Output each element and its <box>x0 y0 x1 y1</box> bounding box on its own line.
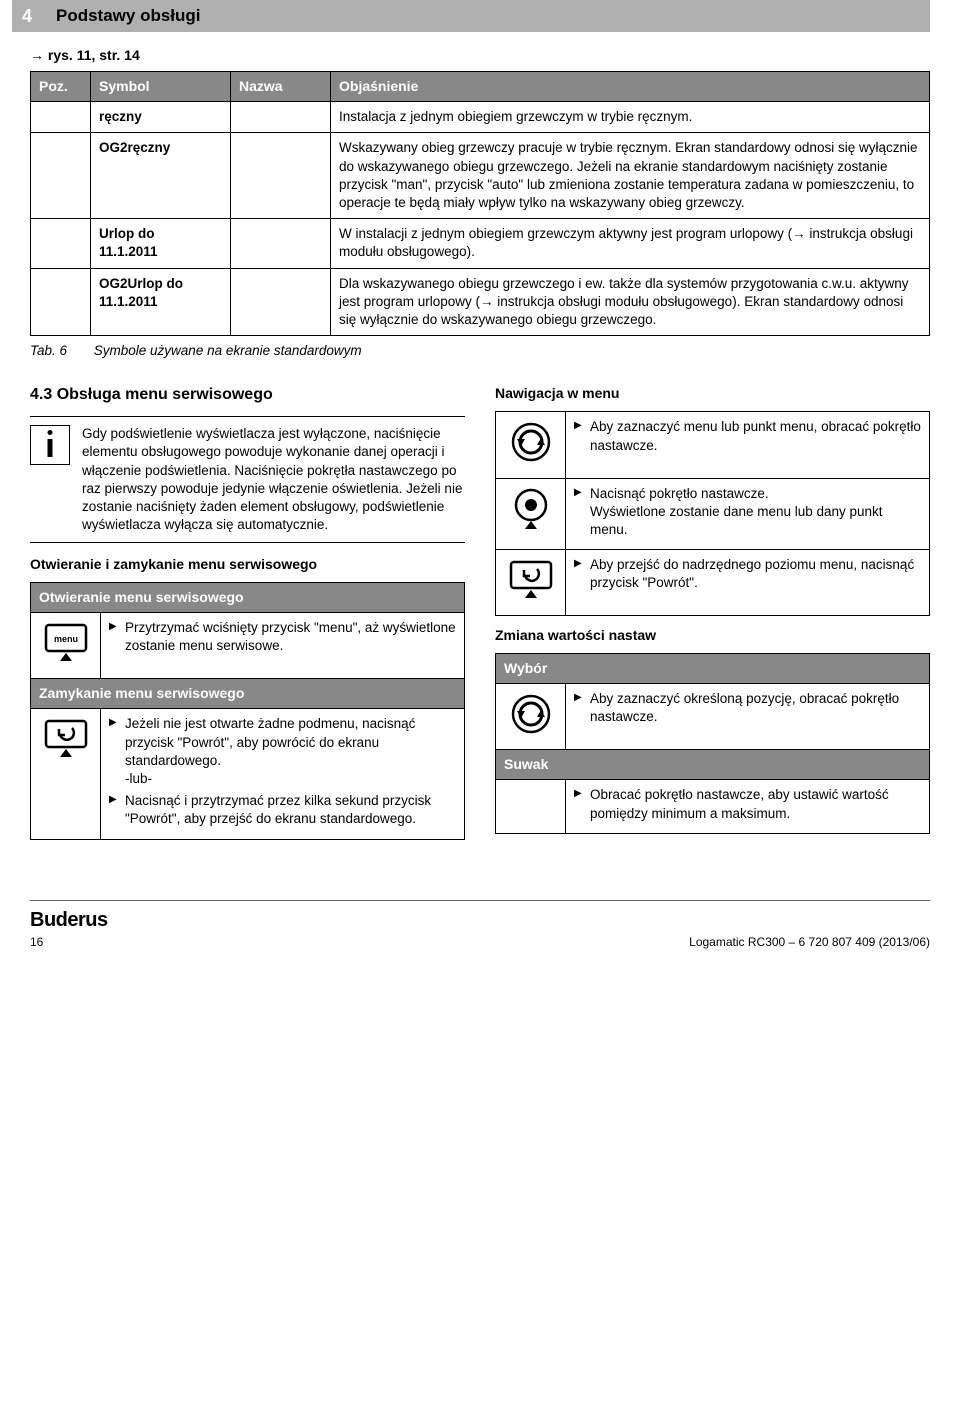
th-nazwa: Nazwa <box>231 72 331 102</box>
figure-reference: → rys. 11, str. 14 <box>30 46 930 65</box>
section-header: 4 Podstawy obsługi <box>12 0 930 32</box>
open-close-heading: Otwieranie i zamykanie menu serwisowego <box>30 555 465 574</box>
brand-logo: Buderus <box>30 907 108 934</box>
table-caption: Tab. 6 Symbole używane na ekranie standa… <box>30 342 930 360</box>
rotate-knob-icon <box>496 412 566 478</box>
page-footer: Buderus 16 Logamatic RC300 – 6 720 807 4… <box>30 900 930 950</box>
table-row: Urlop do 11.1.2011 W instalacji z jednym … <box>31 219 930 268</box>
open-step: Przytrzymać wciśnięty przycisk "menu", a… <box>109 619 456 655</box>
doc-id: Logamatic RC300 – 6 720 807 409 (2013/06… <box>689 934 930 950</box>
section-number: 4 <box>12 4 42 28</box>
caption-text: Symbole używane na ekranie standardowym <box>94 343 362 358</box>
caption-label: Tab. 6 <box>30 342 90 360</box>
table-row: OG2ręczny Wskazywany obieg grzewczy pracu… <box>31 133 930 219</box>
suwak-hdr: Suwak <box>496 750 930 780</box>
cell-poz <box>31 219 91 268</box>
th-poz: Poz. <box>31 72 91 102</box>
rotate-knob-icon-2 <box>496 684 566 750</box>
cell-nazwa <box>231 219 331 268</box>
back-button-icon-2 <box>496 550 566 616</box>
section-4-3-heading: 4.3 Obsługa menu serwisowego <box>30 384 465 406</box>
cell-poz <box>31 268 91 336</box>
suwak-step: Obracać pokrętło nastawcze, aby ustawić … <box>574 786 921 822</box>
th-symbol: Symbol <box>91 72 231 102</box>
info-text: Gdy podświetlenie wyświetlacza jest wyłą… <box>82 425 465 534</box>
table-row: OG2Urlop do 11.1.2011 Dla wskazywanego ob… <box>31 268 930 336</box>
nav-heading: Nawigacja w menu <box>495 384 930 403</box>
wybor-hdr: Wybór <box>496 654 930 684</box>
table-row: ręczny Instalacja z jednym obiegiem grzew… <box>31 102 930 133</box>
cell-desc: Dla wskazywanego obiegu grzewczego i ew.… <box>331 268 930 336</box>
cell-desc: W instalacji z jednym obiegiem grzewczym… <box>331 219 930 268</box>
info-note: Gdy podświetlenie wyświetlacza jest wyłą… <box>30 416 465 543</box>
wybor-step: Aby zaznaczyć określoną pozycję, obracać… <box>574 690 921 726</box>
cell-symbol: Urlop do 11.1.2011 <box>91 219 231 268</box>
cell-symbol: OG2ręczny <box>91 133 231 219</box>
cell-desc: Instalacja z jednym obiegiem grzewczym w… <box>331 102 930 133</box>
nav-table: Aby zaznaczyć menu lub punkt menu, obrac… <box>495 411 930 616</box>
open-hdr: Otwieranie menu serwisowego <box>31 583 465 613</box>
close-step-2: Nacisnąć i przytrzymać przez kilka sekun… <box>109 792 456 828</box>
th-desc: Objaśnienie <box>331 72 930 102</box>
svg-text:menu: menu <box>53 634 77 644</box>
close-step-1: Jeżeli nie jest otwarte żadne podmenu, n… <box>109 715 456 788</box>
cell-poz <box>31 133 91 219</box>
back-button-icon <box>31 709 101 839</box>
cell-desc: Wskazywany obieg grzewczy pracuje w tryb… <box>331 133 930 219</box>
nav-step-3: Aby przejść do nadrzędnego poziomu menu,… <box>574 556 921 592</box>
menu-button-icon: menu <box>31 613 101 679</box>
cell-symbol: OG2Urlop do 11.1.2011 <box>91 268 231 336</box>
change-heading: Zmiana wartości nastaw <box>495 626 930 645</box>
page-number: 16 <box>30 934 108 950</box>
press-knob-icon <box>496 478 566 550</box>
info-icon <box>30 425 70 465</box>
cell-poz <box>31 102 91 133</box>
cell-nazwa <box>231 102 331 133</box>
cell-nazwa <box>231 268 331 336</box>
change-table: Wybór Aby zaznaczyć określoną pozycję, o… <box>495 653 930 833</box>
cell-nazwa <box>231 133 331 219</box>
symbols-table: Poz. Symbol Nazwa Objaśnienie ręczny Inst… <box>30 71 930 336</box>
nav-step-1: Aby zaznaczyć menu lub punkt menu, obrac… <box>574 418 921 454</box>
close-hdr: Zamykanie menu serwisowego <box>31 679 465 709</box>
cell-symbol: ręczny <box>91 102 231 133</box>
open-menu-table: Otwieranie menu serwisowego menu Przytrz… <box>30 582 465 839</box>
nav-step-2: Nacisnąć pokrętło nastawcze. Wyświetlone… <box>574 485 921 540</box>
section-title: Podstawy obsługi <box>56 5 201 28</box>
